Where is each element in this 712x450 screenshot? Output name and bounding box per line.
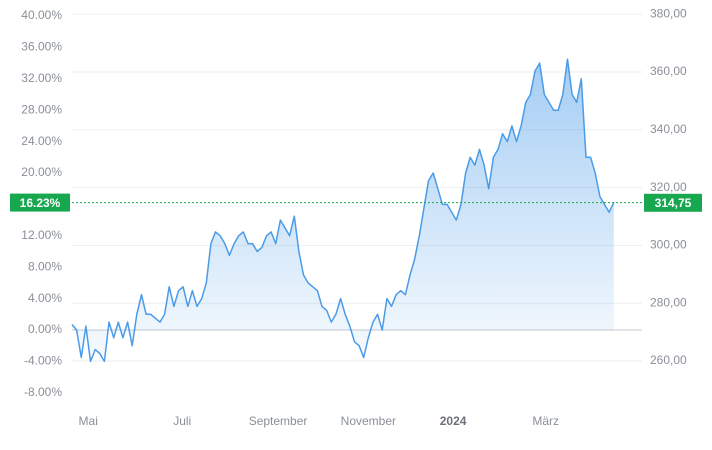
price-label: 314,75 xyxy=(655,196,692,210)
y-tick-label: 8.00% xyxy=(28,259,62,273)
y-tick-label: 4.00% xyxy=(28,291,62,305)
y-tick-label: 20.00% xyxy=(21,165,62,179)
area xyxy=(72,59,614,362)
x-tick-label: September xyxy=(249,414,308,428)
x-tick-label: März xyxy=(532,414,559,428)
current-badge xyxy=(10,193,70,212)
y2-tick-label: 300,00 xyxy=(650,238,687,252)
y-tick-label: 36.00% xyxy=(21,40,62,54)
y2-tick-label: 260,00 xyxy=(650,353,687,367)
x-tick-label: November xyxy=(341,414,396,428)
y2-tick-label: 340,00 xyxy=(650,122,687,136)
price-badge xyxy=(644,193,702,212)
y-tick-label: -4.00% xyxy=(24,354,62,368)
price-line xyxy=(71,58,615,363)
y2-tick-label: 280,00 xyxy=(650,295,687,309)
y2-tick-label: 380,00 xyxy=(650,6,687,20)
y-tick-label: 32.00% xyxy=(21,71,62,85)
y2-tick-label: 360,00 xyxy=(650,64,687,78)
x-tick-label: Juli xyxy=(173,414,191,428)
y-tick-label: -8.00% xyxy=(24,385,62,399)
x-tick-label: 2024 xyxy=(440,414,467,428)
y-tick-label: 40.00% xyxy=(21,8,62,22)
y-tick-label: 24.00% xyxy=(21,134,62,148)
y-tick-label: 0.00% xyxy=(28,322,62,336)
current-label: 16.23% xyxy=(20,196,61,210)
y-tick-label: 12.00% xyxy=(21,228,62,242)
y2-tick-label: 320,00 xyxy=(650,180,687,194)
y-tick-label: 28.00% xyxy=(21,102,62,116)
x-tick-label: Mai xyxy=(79,414,98,428)
